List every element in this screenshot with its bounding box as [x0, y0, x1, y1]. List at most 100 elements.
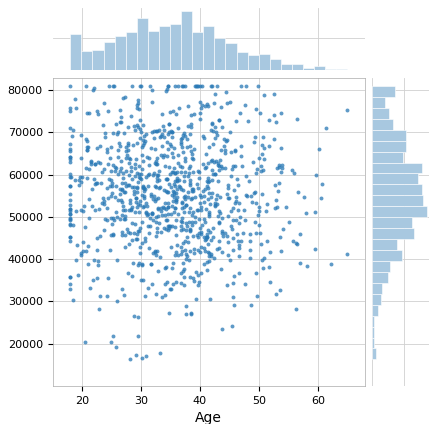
Point: [204, 226, 211, 233]
Point: [254, 293, 261, 300]
Point: [138, 240, 145, 247]
Point: [204, 259, 211, 265]
Point: [266, 279, 273, 285]
Point: [205, 195, 212, 202]
Point: [186, 219, 193, 226]
Point: [145, 244, 152, 251]
Point: [67, 148, 74, 155]
Point: [203, 178, 210, 185]
Point: [192, 268, 199, 275]
Point: [250, 190, 257, 196]
Point: [131, 127, 138, 134]
Point: [129, 141, 136, 148]
Point: [158, 151, 165, 158]
Bar: [203, 26, 214, 70]
Point: [169, 260, 176, 267]
Point: [193, 83, 200, 89]
Bar: [270, 59, 281, 70]
Point: [177, 251, 184, 257]
Point: [181, 133, 188, 139]
Point: [173, 110, 180, 117]
Point: [164, 217, 171, 223]
Point: [117, 119, 124, 126]
Point: [148, 191, 155, 198]
Point: [191, 83, 198, 89]
Point: [72, 208, 79, 215]
Point: [88, 185, 95, 192]
Point: [173, 232, 180, 238]
Point: [207, 83, 214, 89]
Point: [205, 103, 212, 109]
Y-axis label: Area Income: Area Income: [0, 192, 2, 271]
Point: [178, 218, 185, 225]
Point: [244, 193, 251, 200]
Point: [211, 100, 218, 107]
Point: [167, 128, 174, 134]
Point: [276, 164, 283, 170]
Point: [67, 211, 74, 218]
Point: [151, 159, 158, 166]
Point: [134, 183, 141, 190]
Point: [95, 205, 102, 212]
Point: [212, 195, 219, 202]
Point: [67, 108, 74, 115]
Point: [67, 155, 74, 162]
Point: [203, 236, 210, 243]
Point: [221, 147, 228, 153]
Point: [165, 128, 172, 135]
Point: [173, 190, 180, 196]
Point: [67, 145, 74, 152]
Point: [254, 83, 261, 89]
Point: [139, 136, 146, 143]
Point: [159, 142, 166, 149]
Point: [136, 106, 143, 112]
Point: [186, 176, 193, 183]
Point: [139, 354, 146, 361]
Point: [180, 204, 187, 211]
Bar: [92, 50, 103, 70]
Point: [173, 169, 180, 176]
Bar: [372, 349, 375, 360]
Point: [204, 183, 211, 190]
Point: [112, 164, 119, 170]
Point: [150, 134, 157, 141]
Point: [188, 212, 195, 218]
Point: [211, 202, 218, 209]
Point: [67, 196, 74, 203]
Point: [233, 117, 240, 124]
Point: [264, 237, 271, 244]
Point: [132, 195, 139, 201]
Point: [116, 185, 123, 192]
Point: [171, 165, 178, 172]
Point: [189, 275, 196, 282]
Point: [134, 262, 141, 268]
Point: [163, 189, 170, 195]
Point: [245, 178, 252, 184]
Point: [95, 111, 102, 117]
Point: [144, 172, 151, 179]
Point: [170, 189, 177, 196]
Point: [173, 185, 180, 192]
Point: [171, 251, 178, 258]
Point: [259, 134, 266, 140]
Point: [131, 184, 138, 191]
Point: [228, 323, 235, 329]
Point: [172, 204, 179, 211]
Point: [175, 83, 182, 89]
Point: [140, 277, 147, 284]
Point: [168, 210, 175, 217]
Point: [122, 179, 129, 186]
Point: [247, 237, 254, 244]
Point: [80, 208, 87, 215]
Point: [215, 245, 223, 252]
Point: [131, 123, 138, 130]
Point: [213, 83, 220, 89]
Point: [165, 121, 172, 128]
Point: [96, 160, 103, 167]
Point: [219, 164, 226, 171]
Point: [188, 218, 195, 225]
Point: [199, 83, 206, 89]
Point: [134, 123, 141, 130]
Point: [275, 188, 282, 195]
Point: [258, 162, 265, 169]
